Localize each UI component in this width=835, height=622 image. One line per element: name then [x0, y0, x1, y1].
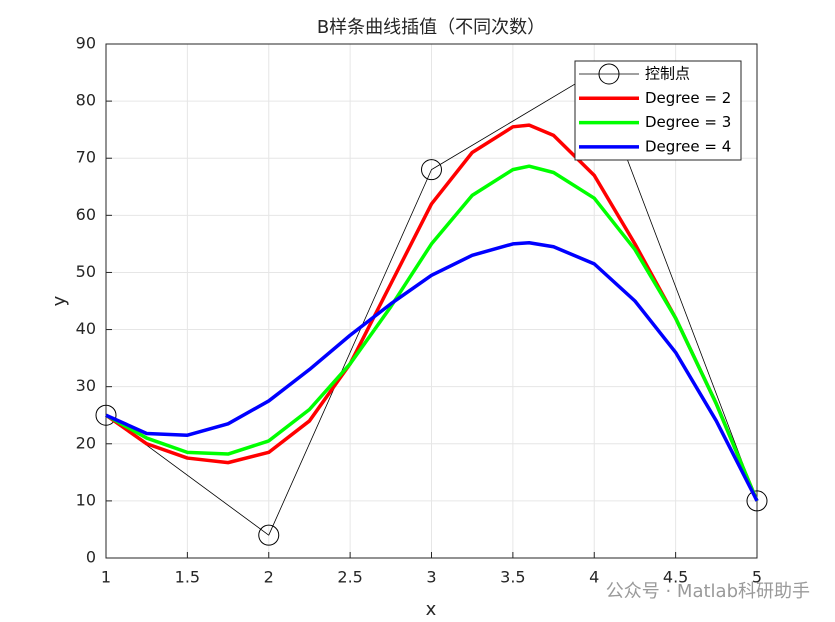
x-tick-label: 4 [589, 568, 599, 587]
y-tick-label: 20 [76, 433, 96, 452]
x-tick-label: 2 [264, 568, 274, 587]
x-tick-label: 1 [101, 568, 111, 587]
y-axis-label: y [49, 295, 70, 306]
legend-label: 控制点 [645, 65, 690, 83]
x-tick-label: 3.5 [500, 568, 525, 587]
x-tick-label: 2.5 [337, 568, 362, 587]
legend-label: Degree = 4 [645, 137, 731, 155]
y-tick-label: 0 [86, 548, 96, 567]
legend-marker [598, 63, 620, 85]
legend-label: Degree = 2 [645, 89, 731, 107]
axes-box [105, 43, 758, 559]
x-tick-label: 1.5 [175, 568, 200, 587]
y-tick-label: 10 [76, 490, 96, 509]
watermark: 公众号 · Matlab科研助手 [606, 581, 810, 602]
y-tick-label: 50 [76, 262, 96, 281]
curve [105, 240, 759, 502]
legend-label: Degree = 3 [645, 113, 731, 131]
x-tick-label: 3 [426, 568, 436, 587]
curve [104, 123, 759, 502]
x-axis-label: x [426, 599, 437, 620]
y-tick-label: 90 [76, 34, 96, 53]
y-tick-label: 40 [76, 319, 96, 338]
y-tick-label: 80 [76, 91, 96, 110]
control-point [746, 490, 768, 512]
control-polygon [105, 72, 758, 536]
control-point [258, 524, 280, 546]
x-tick-label: 4.5 [663, 568, 688, 587]
y-tick-label: 30 [76, 376, 96, 395]
control-point [421, 159, 442, 181]
chart-title: B样条曲线插值（不同次数） [317, 17, 545, 38]
y-tick-label: 70 [76, 148, 96, 167]
x-tick-label: 5 [752, 568, 762, 587]
curve [105, 164, 759, 502]
control-point [95, 404, 117, 426]
y-tick-label: 60 [76, 205, 96, 224]
legend-box [574, 60, 742, 161]
